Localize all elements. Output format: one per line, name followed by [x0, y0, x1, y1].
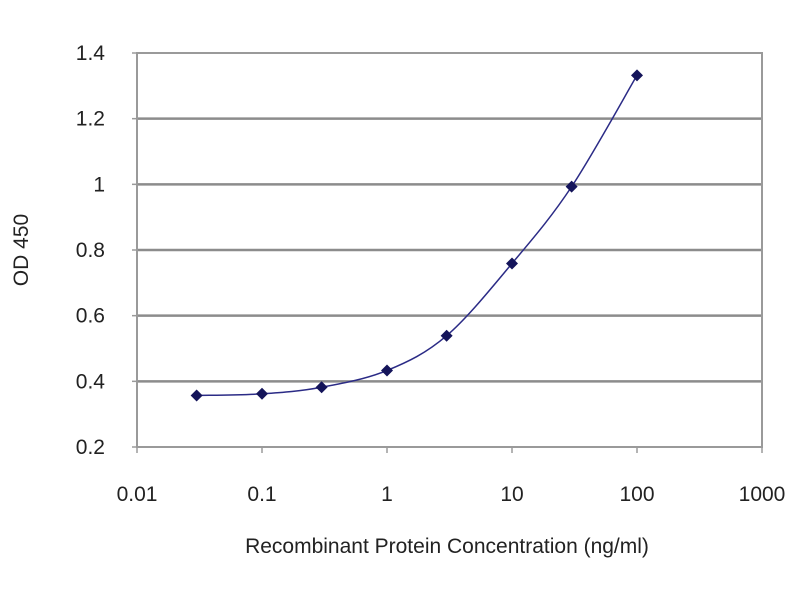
data-markers — [190, 69, 643, 402]
x-tick-labels: 0.01 0.1 1 10 100 1000 — [117, 483, 786, 506]
x-tick-label: 1 — [381, 483, 393, 506]
y-tick-label: 1.2 — [76, 108, 105, 131]
x-tick-label: 100 — [619, 483, 654, 506]
data-point — [565, 180, 578, 193]
y-tick-label: 0.4 — [76, 370, 106, 393]
y-tick-label: 0.2 — [76, 436, 105, 459]
x-tick-label: 1000 — [739, 483, 786, 506]
gridlines — [132, 52, 763, 453]
x-tick-label: 10 — [500, 483, 523, 506]
data-point — [256, 387, 268, 400]
data-point — [190, 389, 203, 402]
y-tick-labels: 0.2 0.4 0.6 0.8 1 1.2 1.4 — [76, 42, 106, 459]
plot-area-border — [136, 52, 763, 448]
y-axis-label: OD 450 — [10, 214, 33, 286]
data-point — [506, 257, 518, 270]
y-tick-label: 0.6 — [76, 305, 105, 328]
y-tick-label: 0.8 — [76, 239, 105, 262]
y-tick-label: 1.4 — [76, 42, 106, 65]
y-tick-label: 1 — [93, 173, 105, 196]
x-axis-label: Recombinant Protein Concentration (ng/ml… — [245, 535, 649, 558]
data-point — [440, 329, 453, 342]
data-point — [631, 69, 643, 82]
x-tick-label: 0.1 — [247, 483, 276, 506]
x-tick-label: 0.01 — [117, 483, 158, 506]
data-point — [381, 364, 393, 377]
series-line — [196, 74, 638, 397]
data-point — [315, 381, 328, 394]
